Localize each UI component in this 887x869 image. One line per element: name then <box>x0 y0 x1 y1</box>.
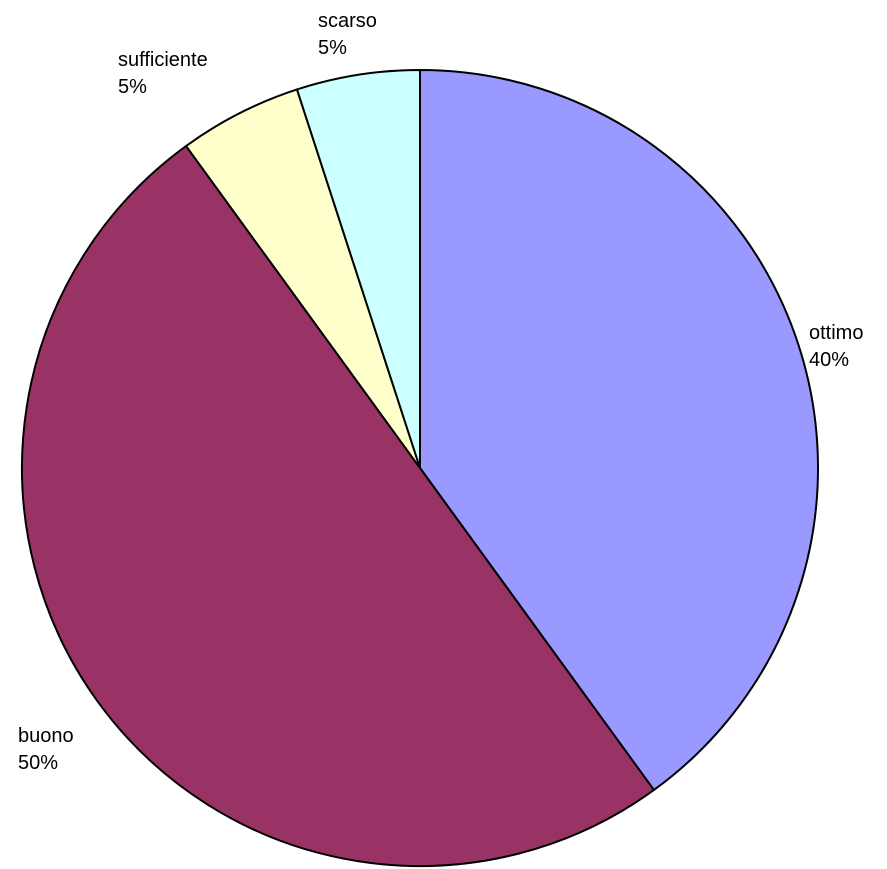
pie-labels: ottimo 40% buono 50% sufficiente 5% scarso 5% <box>18 10 863 774</box>
pie-slices <box>21 68 819 867</box>
slice-percent-sufficiente: 5% <box>118 76 147 98</box>
pie-slice-buono <box>21 144 656 867</box>
slice-percent-scarso: 5% <box>318 37 347 59</box>
pie-slice-scarso <box>295 68 421 469</box>
slice-label-ottimo: ottimo <box>809 322 863 344</box>
slice-percent-ottimo: 40% <box>809 349 849 371</box>
slice-label-scarso: scarso <box>318 10 377 32</box>
pie-slice-ottimo <box>419 68 819 792</box>
slice-percent-buono: 50% <box>18 752 58 774</box>
slice-label-sufficiente: sufficiente <box>118 49 208 71</box>
slice-label-buono: buono <box>18 725 74 747</box>
